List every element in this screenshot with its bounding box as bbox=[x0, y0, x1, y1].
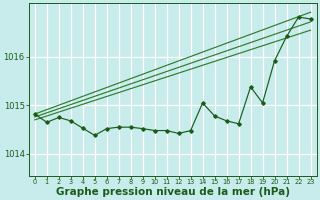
X-axis label: Graphe pression niveau de la mer (hPa): Graphe pression niveau de la mer (hPa) bbox=[56, 187, 290, 197]
